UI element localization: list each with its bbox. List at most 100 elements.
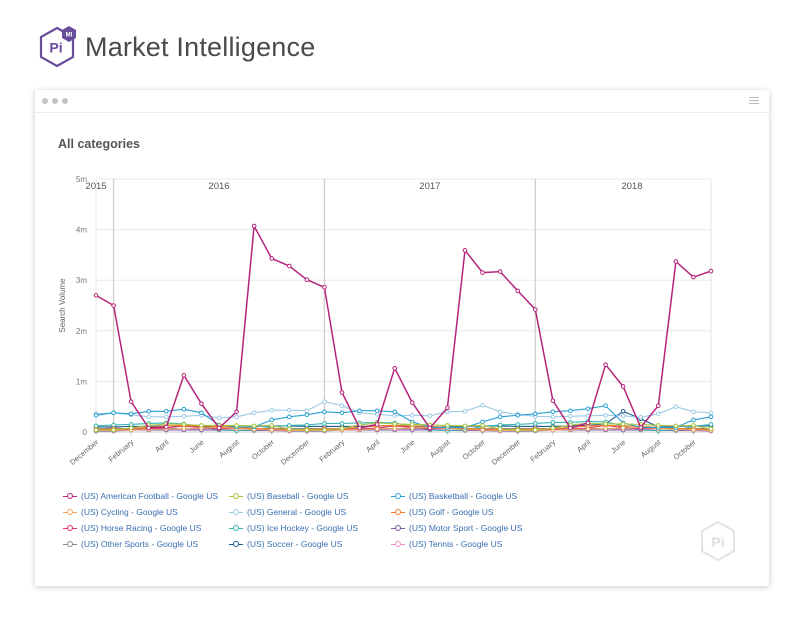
legend-label: (US) Golf - Google US xyxy=(409,507,494,517)
x-tick-label: February xyxy=(107,437,136,463)
data-point xyxy=(603,413,608,418)
legend-item[interactable]: (US) Soccer - Google US xyxy=(229,538,342,550)
data-point xyxy=(550,398,556,403)
data-point xyxy=(585,426,591,432)
x-tick-label: June xyxy=(609,438,627,455)
data-point xyxy=(392,426,398,431)
menu-icon[interactable] xyxy=(749,97,759,106)
data-point xyxy=(199,410,204,416)
legend-item[interactable]: (US) Motor Sport - Google US xyxy=(391,522,522,534)
brand-name: Market Intelligence xyxy=(85,31,316,62)
x-tick-label: October xyxy=(250,437,277,461)
legend-swatch-icon xyxy=(391,540,405,548)
legend-item[interactable]: (US) Baseball - Google US xyxy=(229,490,349,502)
year-label: 2015 xyxy=(85,181,106,192)
data-point xyxy=(339,390,345,395)
legend-item[interactable]: (US) General - Google US xyxy=(229,506,346,518)
legend-item[interactable]: (US) Golf - Google US xyxy=(391,506,494,518)
data-point xyxy=(146,414,152,420)
data-point xyxy=(339,426,345,431)
data-point xyxy=(480,427,485,433)
data-point xyxy=(445,423,450,428)
legend-swatch-icon xyxy=(391,508,405,516)
data-point xyxy=(550,409,556,415)
data-point xyxy=(251,410,257,416)
data-point xyxy=(515,422,521,427)
data-point xyxy=(128,399,134,404)
legend-swatch-icon xyxy=(229,524,243,532)
data-point xyxy=(286,414,292,420)
data-point xyxy=(251,423,257,429)
data-point xyxy=(691,423,696,428)
data-point xyxy=(286,407,292,413)
legend-item[interactable]: (US) Tennis - Google US xyxy=(391,538,502,550)
x-tick-label: August xyxy=(217,437,241,459)
data-point xyxy=(603,426,608,431)
data-point xyxy=(480,270,485,275)
data-point xyxy=(163,414,169,420)
y-tick-label: 5m xyxy=(76,175,87,184)
data-point xyxy=(269,417,275,423)
data-point xyxy=(708,422,714,427)
data-point xyxy=(568,408,573,414)
data-point xyxy=(269,256,275,261)
legend-item[interactable]: (US) American Football - Google US xyxy=(63,490,218,502)
series-line xyxy=(95,405,712,428)
legend-item[interactable]: (US) Basketball - Google US xyxy=(391,490,517,502)
legend-item[interactable]: (US) Other Sports - Google US xyxy=(63,538,198,550)
data-point xyxy=(111,427,116,433)
data-point xyxy=(620,421,626,427)
data-point xyxy=(234,423,239,428)
x-tick-label: December xyxy=(279,437,312,466)
data-point xyxy=(181,373,187,378)
legend-item[interactable]: (US) Ice Hockey - Google US xyxy=(229,522,358,534)
legend-item[interactable]: (US) Cycling - Google US xyxy=(63,506,178,518)
x-tick-label: April xyxy=(153,437,171,454)
data-point xyxy=(568,425,573,431)
data-point xyxy=(128,411,134,417)
legend-label: (US) Tennis - Google US xyxy=(409,539,503,549)
data-point xyxy=(691,417,696,423)
series-line xyxy=(96,426,712,432)
data-point xyxy=(585,420,591,426)
data-point xyxy=(691,274,696,280)
data-point xyxy=(93,293,99,298)
data-point xyxy=(392,421,398,427)
data-point xyxy=(163,408,169,414)
logo-text: Pi xyxy=(49,40,62,56)
series-line xyxy=(95,223,712,430)
data-point xyxy=(339,403,345,408)
year-label: 2017 xyxy=(419,181,440,192)
window-dot-2 xyxy=(52,98,58,104)
data-point xyxy=(427,413,433,419)
data-point xyxy=(392,365,398,371)
data-point xyxy=(708,414,714,420)
data-point xyxy=(269,423,275,428)
data-point xyxy=(691,427,696,433)
data-point xyxy=(673,404,679,410)
data-point xyxy=(111,410,116,416)
data-point xyxy=(462,408,468,414)
year-label: 2016 xyxy=(208,181,229,192)
data-point xyxy=(357,408,362,414)
data-point xyxy=(93,413,99,418)
x-tick-label: April xyxy=(575,437,593,454)
x-tick-label: August xyxy=(428,437,452,459)
data-point xyxy=(216,425,222,431)
x-tick-label: October xyxy=(461,437,488,461)
x-tick-label: April xyxy=(364,437,382,454)
legend-swatch-icon xyxy=(63,508,77,516)
data-point xyxy=(445,409,450,415)
data-point xyxy=(199,401,204,406)
data-point xyxy=(708,410,714,416)
x-tick-label: December xyxy=(490,437,523,466)
legend-label: (US) Other Sports - Google US xyxy=(81,539,199,549)
data-point xyxy=(497,426,503,432)
data-point xyxy=(550,420,556,425)
data-point xyxy=(234,409,239,415)
data-point xyxy=(532,411,538,417)
data-point xyxy=(638,415,644,420)
legend-item[interactable]: (US) Horse Racing - Google US xyxy=(63,522,201,534)
data-point xyxy=(480,402,485,408)
x-tick-label: June xyxy=(398,438,416,455)
